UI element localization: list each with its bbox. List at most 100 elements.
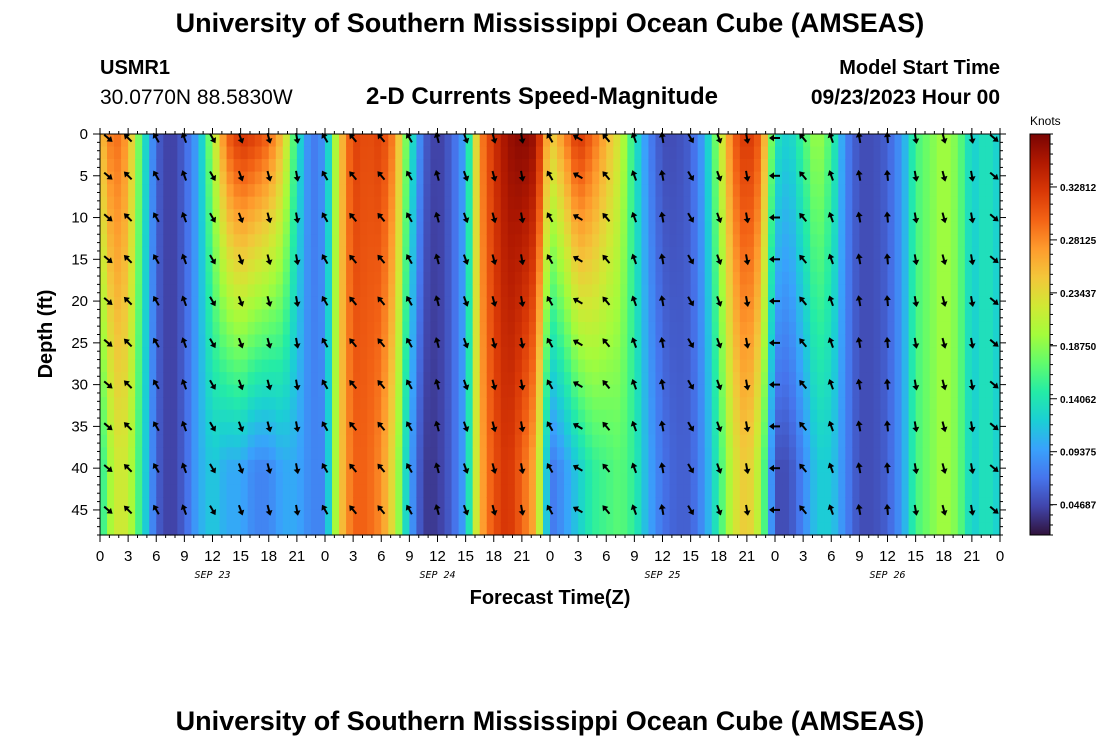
heatmap-cell <box>936 384 945 398</box>
heatmap-cell <box>915 234 924 248</box>
current-vector-arrow <box>855 378 863 390</box>
heatmap-cell <box>634 171 643 185</box>
heatmap-cell <box>268 221 277 235</box>
heatmap-cell <box>170 146 178 160</box>
heatmap-cell <box>500 321 509 336</box>
heatmap-cell <box>374 184 382 198</box>
heatmap-cell <box>852 497 860 511</box>
heatmap-cell <box>725 259 734 273</box>
heatmap-cell <box>458 484 467 499</box>
heatmap-cell <box>268 509 277 524</box>
heatmap-cell <box>535 134 544 148</box>
heatmap-cell <box>156 497 164 511</box>
heatmap-cell <box>423 321 432 336</box>
heatmap-cell <box>810 309 818 323</box>
heatmap-cell <box>198 472 207 486</box>
heatmap-cell <box>697 184 706 198</box>
heatmap-cell <box>219 484 228 499</box>
heatmap-cell <box>521 522 530 536</box>
heatmap-cell <box>500 422 509 436</box>
heatmap-cell <box>810 447 818 461</box>
heatmap-cell <box>767 159 776 173</box>
heatmap-cell <box>627 409 635 423</box>
heatmap-cell <box>275 422 284 436</box>
heatmap-cell <box>416 159 425 173</box>
heatmap-cell <box>226 296 235 311</box>
heatmap-cell <box>423 234 432 248</box>
heatmap-cell <box>381 284 389 298</box>
heatmap-cell <box>901 422 910 436</box>
heatmap-cell <box>760 221 769 235</box>
heatmap-cell <box>142 221 150 235</box>
heatmap-cell <box>992 246 1001 260</box>
heatmap-cell <box>803 484 811 499</box>
heatmap-cell <box>395 384 403 398</box>
heatmap-cell <box>739 196 748 210</box>
current-vector-arrow <box>321 254 329 265</box>
heatmap-cell <box>261 309 270 323</box>
heatmap-cell <box>739 259 748 273</box>
heatmap-cell <box>339 509 347 524</box>
heatmap-cell <box>212 296 221 311</box>
heatmap-cell <box>310 509 319 524</box>
heatmap-cell <box>760 459 769 473</box>
heatmap-cell <box>521 459 530 473</box>
heatmap-cell <box>325 309 333 323</box>
heatmap-cell <box>381 334 389 348</box>
heatmap-cell <box>725 209 734 223</box>
x-axis-label: Forecast Time(Z) <box>470 587 631 609</box>
heatmap-cell <box>887 347 896 361</box>
heatmap-cell <box>500 497 509 511</box>
x-tick-label: 9 <box>630 548 638 565</box>
heatmap-cell <box>613 146 621 160</box>
heatmap-cell <box>725 422 734 436</box>
heatmap-cell <box>704 221 713 235</box>
heatmap-cell <box>296 472 305 486</box>
heatmap-cell <box>564 372 572 386</box>
heatmap-cell <box>697 284 706 298</box>
heatmap-cell <box>423 271 432 285</box>
heatmap-cell <box>254 497 263 511</box>
heatmap-cell <box>493 459 502 473</box>
heatmap-cell <box>451 296 460 311</box>
heatmap-cell <box>493 309 502 323</box>
heatmap-cell <box>852 447 860 461</box>
heatmap-cell <box>992 397 1001 411</box>
heatmap-cell <box>732 159 741 173</box>
heatmap-cell <box>346 359 354 373</box>
heatmap-cell <box>535 209 544 223</box>
y-tick-label: 35 <box>71 418 88 435</box>
heatmap-cell <box>514 321 523 336</box>
heatmap-cell <box>360 171 368 185</box>
heatmap-cell <box>599 447 607 461</box>
heatmap-cell <box>613 372 621 386</box>
current-vector-arrow <box>103 422 113 431</box>
heatmap-cell <box>992 447 1001 461</box>
heatmap-cell <box>936 171 945 185</box>
heatmap-cell <box>170 472 178 486</box>
heatmap-cell <box>451 184 460 198</box>
heatmap-cell <box>838 259 846 273</box>
heatmap-cell <box>500 522 509 536</box>
current-vector-arrow <box>265 170 273 182</box>
heatmap-cell <box>303 284 312 298</box>
heatmap-cell <box>423 484 432 499</box>
heatmap-cell <box>550 384 558 398</box>
heatmap-cell <box>156 246 164 260</box>
heatmap-cell <box>507 196 516 210</box>
heatmap-cell <box>219 171 228 185</box>
current-vector-arrow <box>546 170 554 181</box>
heatmap-cell <box>753 259 762 273</box>
heatmap-cell <box>746 259 755 273</box>
heatmap-cell <box>704 159 713 173</box>
heatmap-cell <box>395 309 403 323</box>
heatmap-cell <box>704 284 713 298</box>
heatmap-cell <box>437 209 446 223</box>
heatmap-cell <box>950 209 959 223</box>
heatmap-cell <box>317 321 326 336</box>
heatmap-cell <box>219 159 228 173</box>
heatmap-cell <box>950 372 959 386</box>
heatmap-cell <box>135 472 143 486</box>
heatmap-cell <box>978 359 987 373</box>
heatmap-cell <box>135 397 143 411</box>
